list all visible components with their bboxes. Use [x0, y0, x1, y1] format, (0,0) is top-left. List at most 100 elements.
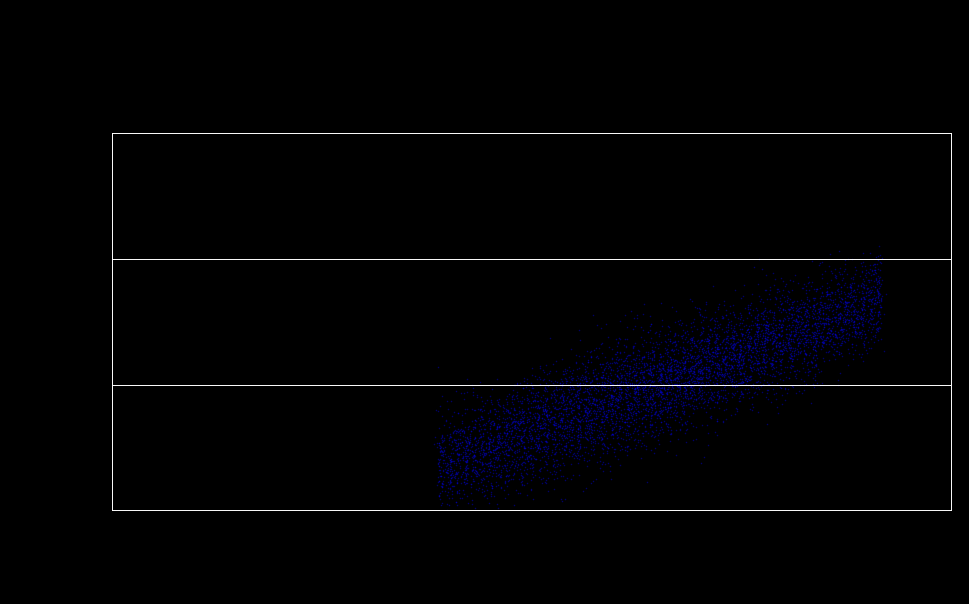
Point [792, 311, 807, 321]
Point [717, 342, 733, 352]
Point [782, 275, 797, 284]
Point [472, 454, 487, 464]
Point [480, 408, 495, 418]
Point [535, 419, 550, 429]
Point [504, 397, 519, 406]
Point [620, 350, 636, 360]
Point [529, 374, 545, 384]
Point [525, 437, 541, 446]
Point [718, 364, 734, 374]
Point [516, 373, 531, 383]
Point [800, 330, 816, 340]
Point [608, 419, 623, 428]
Point [781, 349, 797, 359]
Point [489, 455, 505, 464]
Point [766, 313, 781, 323]
Point [723, 374, 738, 384]
Point [712, 391, 728, 401]
Point [803, 358, 819, 367]
Point [868, 284, 884, 294]
Point [629, 376, 644, 385]
Point [687, 362, 703, 371]
Point [652, 425, 668, 435]
Point [547, 413, 563, 423]
Point [556, 388, 572, 398]
Point [586, 399, 602, 408]
Point [580, 416, 596, 425]
Point [697, 347, 712, 357]
Point [618, 368, 634, 378]
Point [800, 297, 816, 306]
Point [444, 436, 459, 446]
Point [821, 289, 836, 298]
Point [702, 356, 717, 365]
Point [560, 387, 576, 396]
Point [781, 300, 797, 309]
Point [646, 410, 662, 419]
Point [456, 403, 472, 413]
Point [644, 405, 660, 415]
Point [865, 290, 881, 300]
Point [653, 298, 669, 308]
Point [561, 424, 577, 434]
Point [490, 422, 506, 432]
Point [855, 292, 870, 301]
Point [713, 352, 729, 361]
Point [456, 448, 472, 457]
Point [474, 484, 489, 494]
Point [484, 417, 499, 427]
Point [619, 400, 635, 410]
Point [851, 271, 866, 281]
Point [526, 396, 542, 406]
Point [474, 396, 489, 406]
Point [557, 409, 573, 419]
Point [614, 377, 630, 387]
Point [723, 354, 738, 364]
Point [516, 411, 532, 420]
Point [459, 422, 475, 432]
Point [706, 342, 722, 352]
Point [750, 356, 766, 366]
Point [482, 448, 497, 457]
Point [476, 474, 491, 484]
Point [674, 360, 690, 370]
Point [740, 327, 756, 336]
Point [676, 388, 692, 398]
Point [766, 351, 781, 361]
Point [634, 414, 649, 423]
Point [433, 481, 449, 490]
Point [446, 457, 461, 466]
Point [472, 424, 487, 434]
Point [767, 348, 783, 358]
Point [675, 349, 691, 358]
Point [788, 388, 803, 398]
Point [707, 378, 723, 388]
Point [626, 381, 641, 390]
Point [551, 393, 567, 402]
Point [546, 459, 561, 469]
Point [747, 387, 763, 397]
Point [804, 342, 820, 352]
Point [546, 420, 561, 430]
Point [541, 410, 556, 420]
Point [506, 416, 521, 426]
Point [782, 351, 797, 361]
Point [789, 297, 804, 306]
Point [487, 409, 503, 419]
Point [544, 398, 559, 408]
Point [442, 432, 457, 442]
Point [571, 441, 586, 451]
Point [727, 326, 742, 335]
Point [555, 410, 571, 420]
Point [497, 404, 513, 414]
Point [593, 435, 609, 445]
Point [862, 281, 878, 291]
Point [437, 487, 453, 496]
Point [717, 359, 733, 369]
Point [460, 498, 476, 508]
Point [771, 361, 787, 370]
Point [436, 445, 452, 455]
Point [535, 443, 550, 452]
Point [459, 463, 475, 473]
Point [554, 395, 570, 405]
